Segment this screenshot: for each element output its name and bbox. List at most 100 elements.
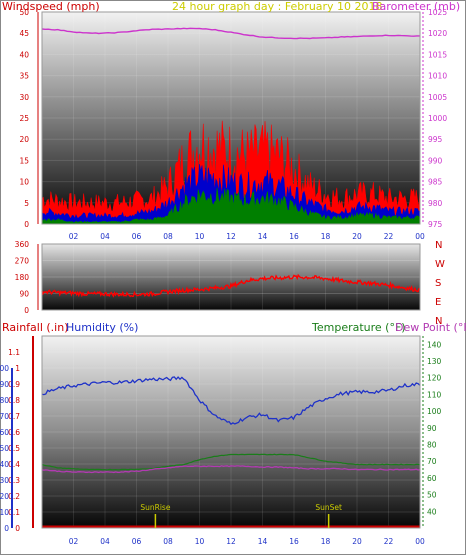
barometer-axis: 975 980 985 990 995 1000 1005 1010 1015 1020 1025 [422,8,447,229]
dew-point-series [41,465,421,474]
humidity-tick-label: 90 [0,380,9,389]
time-tick-label: 06 [132,232,142,241]
sunset-label: SunSet [315,503,342,512]
temperature-tick-label: 120 [427,374,442,383]
humidity-tick-label: 50 [0,444,9,453]
rainfall-tick-label: 0.9 [8,380,20,389]
rainfall-tick-label: 0.4 [8,460,20,469]
rainfall-tick-label: 0.8 [8,396,20,405]
time-tick-label: 22 [384,537,394,546]
rainfall-tick-label: 0.3 [8,476,20,485]
temperature-tick-label: 70 [427,457,437,466]
wind-panel-frame [41,11,421,225]
temperature-tick-label: 130 [427,357,442,366]
compass-label: N [435,240,442,251]
barometer-tick-label: 1010 [428,72,447,81]
climate-panel-frame [41,335,421,529]
windspeed-tick-label: 40 [19,50,29,59]
windspeed-tick-label: 30 [19,93,29,102]
humidity-tick-label: 80 [0,396,9,405]
direction-axis: 0 90 180 270 360 [15,240,39,315]
wind-series [41,27,421,225]
compass-label: E [435,297,441,308]
barometer-tick-label: 1015 [428,50,447,59]
time-tick-label: 18 [321,537,331,546]
barometer-tick-label: 1020 [428,29,447,38]
barometer-tick-label: 985 [428,178,443,187]
windspeed-tick-label: 35 [19,72,29,81]
direction-panel-background [42,244,420,310]
humidity-title: Humidity (%) [66,321,138,334]
windspeed-tick-label: 50 [19,8,29,17]
humidity-series [41,376,421,425]
time-tick-label: 14 [258,232,268,241]
windspeed-tick-label: 0 [24,220,29,229]
direction-tick-label: 0 [24,306,29,315]
time-tick-label: 10 [195,537,205,546]
direction-series [41,273,421,298]
humidity-tick-label: 70 [0,412,9,421]
climate-series [41,376,421,529]
climate-panel-grid [42,336,420,528]
rainfall-tick-label: 0.7 [8,412,20,421]
wind-direction-series [41,273,421,298]
humidity-tick-label: 30 [0,476,9,485]
barometer-tick-label: 990 [428,156,443,165]
temperature-tick-label: 60 [427,474,437,483]
humidity-tick-label: 60 [0,428,9,437]
time-tick-label: 20 [352,232,362,241]
temperature-title: Temperature (°F) [311,321,406,334]
time-tick-label: 06 [132,537,142,546]
windspeed-tick-label: 10 [19,178,29,187]
humidity-tick-label: 100 [0,364,9,373]
temperature-tick-label: 90 [427,424,437,433]
wind-time-axis: 02 04 06 08 10 12 14 16 18 20 22 00 [69,232,425,241]
compass-label: W [435,259,445,270]
rainfall-title: Rainfall (.in) [2,321,69,334]
windspeed-tick-label: 25 [19,114,29,123]
humidity-axis: 0 10 20 30 40 50 60 70 80 90 100 [0,364,13,533]
rainfall-tick-label: 0.2 [8,492,20,501]
humidity-tick-label: 10 [0,508,9,517]
humidity-tick-label: 20 [0,492,9,501]
barometer-tick-label: 995 [428,135,443,144]
rainfall-tick-label: 0.6 [8,428,20,437]
sunrise-label: SunRise [140,503,170,512]
time-tick-label: 10 [195,232,205,241]
graph-day-title: 24 hour graph day : February 10 2018 [172,0,383,13]
compass-label: N [435,316,442,327]
direction-tick-label: 270 [15,257,30,266]
barometer-tick-label: 980 [428,199,443,208]
windspeed-tick-label: 5 [24,199,29,208]
sun-markers: SunRise SunSet [140,503,342,528]
time-tick-label: 08 [163,232,173,241]
rainfall-tick-label: 0.1 [8,508,20,517]
time-tick-label: 22 [384,232,394,241]
windspeed-tick-label: 45 [19,29,29,38]
time-tick-label: 00 [415,537,425,546]
rainfall-tick-label: 1 [15,364,20,373]
humidity-tick-label: 0 [4,524,9,533]
temperature-tick-label: 100 [427,407,442,416]
barometer-tick-label: 1005 [428,93,447,102]
barometer-tick-label: 1025 [428,8,447,17]
time-tick-label: 12 [226,537,236,546]
rainfall-tick-label: 0 [15,524,20,533]
barometer-tick-label: 975 [428,220,443,229]
time-tick-label: 14 [258,537,268,546]
barometer-tick-label: 1000 [428,114,447,123]
time-tick-label: 00 [415,232,425,241]
rainfall-tick-label: 0.5 [8,444,20,453]
temperature-axis: 40 50 60 70 80 90 100 110 120 130 140 [422,336,442,528]
climate-panel-background [42,336,420,528]
barometer-title: Barometer (mb) [372,0,460,13]
temperature-tick-label: 80 [427,441,437,450]
temperature-series [41,453,421,471]
windspeed-tick-label: 15 [19,156,29,165]
time-tick-label: 18 [321,232,331,241]
time-tick-label: 12 [226,232,236,241]
direction-panel-grid [42,244,420,310]
